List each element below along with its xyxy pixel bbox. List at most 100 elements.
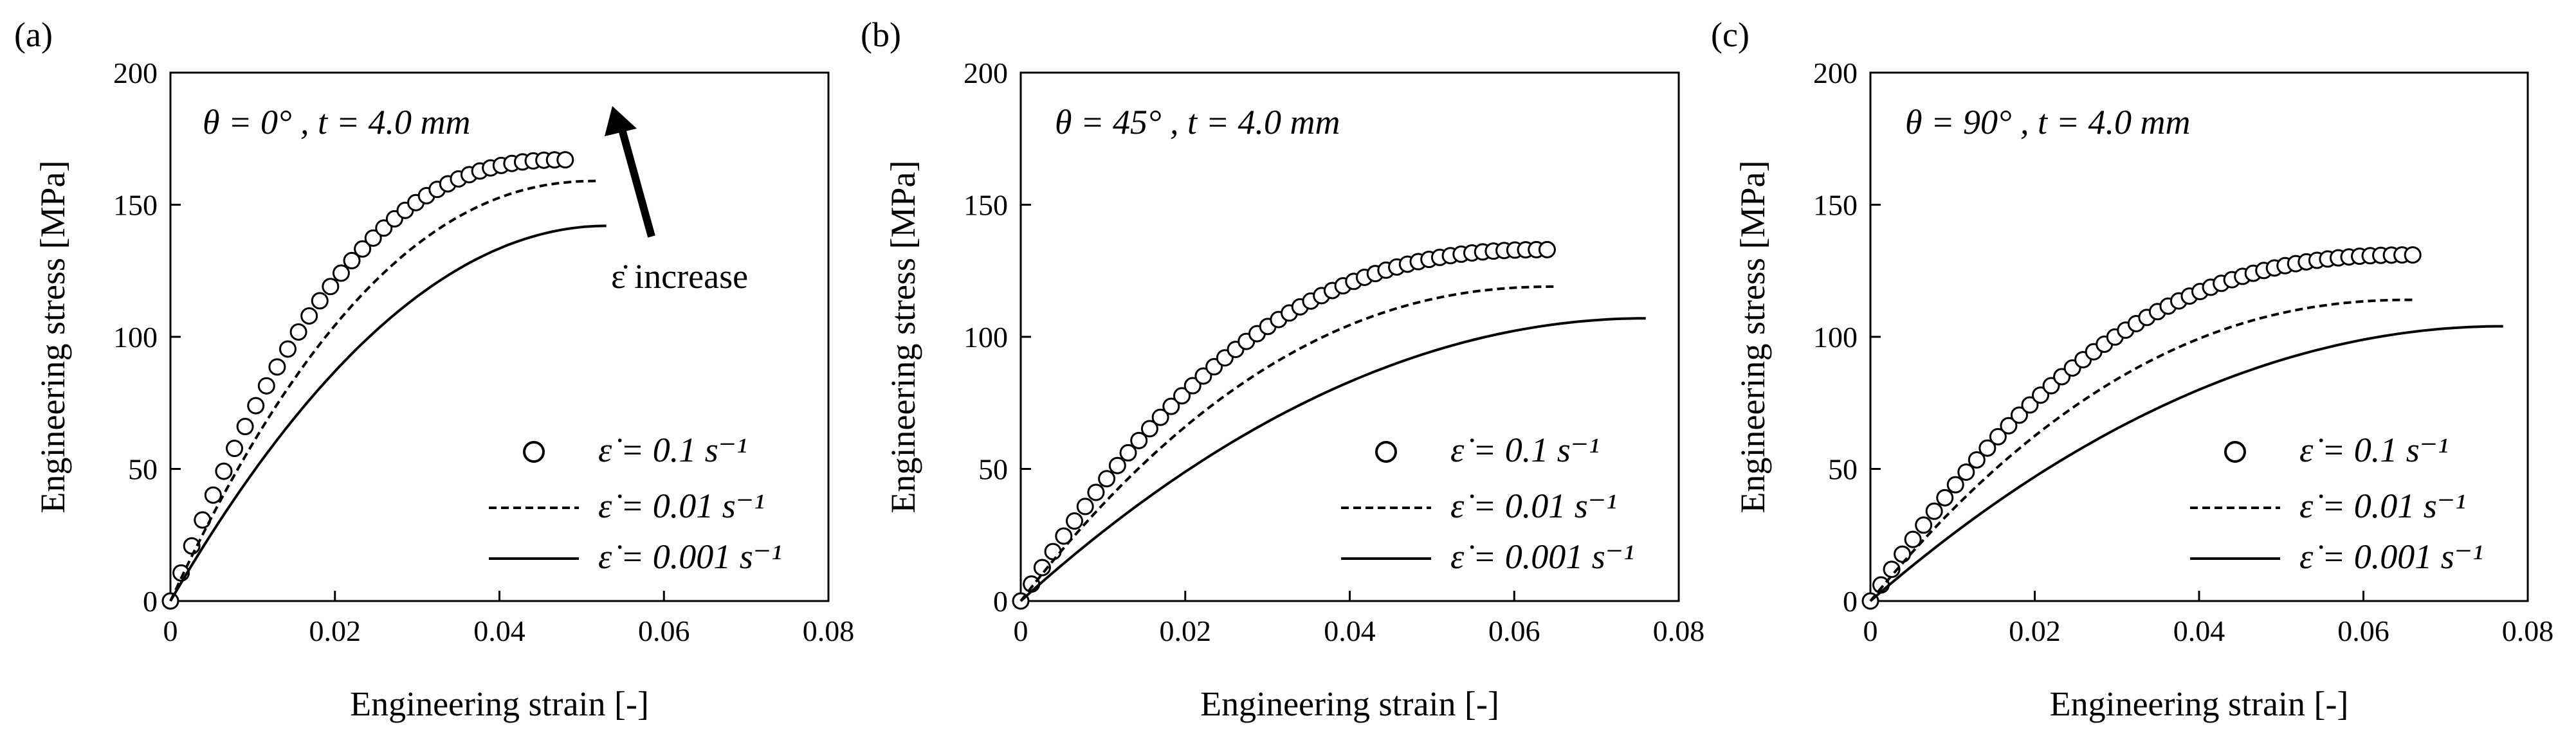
- condition-annotation: θ = 0° , t = 4.0 mm: [203, 103, 471, 141]
- x-axis-title: Engineering strain [-]: [350, 685, 649, 723]
- x-tick-label: 0.08: [803, 615, 855, 647]
- chart-panel-c: 0 50 100 150 200 0 0.02 0.04 0.06 0.08 Engineering…: [1711, 15, 2553, 723]
- y-axis-title: Engineering stress [MPa]: [884, 161, 922, 514]
- x-tick-label: 0: [1014, 615, 1028, 647]
- legend-label: ε̇ = 0.1 s⁻¹: [598, 431, 747, 469]
- y-tick-label: 200: [113, 57, 158, 89]
- legend-marker: [523, 441, 545, 463]
- x-tick-label: 0: [1863, 615, 1878, 647]
- data-point-0: [1151, 408, 1169, 426]
- series-line-1: [169, 179, 598, 602]
- data-point-0: [1925, 502, 1943, 520]
- chart-panel-a: 0 50 100 150 200 0 0.02 0.04 0.06 0.08 Engineering…: [14, 15, 854, 723]
- data-point-0: [204, 486, 222, 504]
- x-tick-label: 0.02: [309, 615, 361, 647]
- legend-label: ε̇ = 0.001 s⁻¹: [2299, 537, 2483, 576]
- data-point-0: [375, 219, 393, 237]
- series-line-2: [1869, 325, 2503, 602]
- y-tick-label: 0: [993, 585, 1008, 618]
- data-point-0: [1044, 543, 1062, 561]
- data-point-0: [1076, 498, 1094, 516]
- x-axis-title: Engineering strain [-]: [1200, 685, 1499, 723]
- y-tick-label: 0: [1843, 585, 1858, 618]
- chart-panel-b: 0 50 100 150 200 0 0.02 0.04 0.06 0.08 Engineering…: [861, 15, 1704, 723]
- legend-label: ε̇ = 0.1 s⁻¹: [2299, 431, 2448, 469]
- series-line-2: [1019, 317, 1646, 602]
- x-tick-label: 0.04: [2173, 615, 2225, 647]
- x-tick-label: 0.06: [1488, 615, 1540, 647]
- y-tick-label: 150: [964, 189, 1008, 222]
- data-point-0: [364, 229, 382, 247]
- series-line-1: [1869, 298, 2413, 602]
- data-point-0: [194, 511, 212, 529]
- data-point-0: [1173, 387, 1191, 405]
- x-tick-label: 0.06: [638, 615, 690, 647]
- data-point-0: [1968, 451, 1986, 469]
- data-point-0: [1033, 559, 1051, 577]
- data-point-0: [1183, 377, 1201, 395]
- data-point-0: [2404, 246, 2422, 264]
- condition-annotation: θ = 90° , t = 4.0 mm: [1905, 103, 2191, 141]
- data-point-0: [354, 240, 372, 258]
- y-axis-title: Engineering stress [MPa]: [1733, 161, 1772, 514]
- panel-label: (b): [861, 15, 901, 54]
- data-point-0: [1936, 489, 1954, 507]
- data-point-0: [300, 307, 318, 325]
- legend-label: ε̇ = 0.01 s⁻¹: [598, 487, 764, 525]
- y-tick-label: 150: [113, 189, 158, 222]
- data-point-0: [2021, 396, 2039, 414]
- data-point-0: [1066, 512, 1084, 530]
- increase-arrow-head: [605, 106, 637, 136]
- data-point-0: [1894, 545, 1912, 563]
- x-tick-label: 0.04: [1324, 615, 1376, 647]
- data-point-0: [322, 278, 340, 296]
- legend-label: ε̇ = 0.01 s⁻¹: [1450, 487, 1616, 525]
- data-point-0: [1055, 527, 1073, 545]
- data-point-0: [1915, 516, 1933, 534]
- data-point-0: [1130, 431, 1148, 449]
- y-tick-label: 100: [964, 321, 1008, 354]
- legend-label: ε̇ = 0.1 s⁻¹: [1450, 431, 1599, 469]
- data-point-0: [2010, 406, 2028, 424]
- data-point-0: [236, 418, 254, 436]
- x-tick-label: 0.06: [2337, 615, 2389, 647]
- x-tick-label: 0.08: [1653, 615, 1705, 647]
- y-tick-label: 50: [978, 453, 1008, 486]
- y-tick-label: 200: [1813, 57, 1858, 89]
- data-point-0: [247, 397, 265, 415]
- legend-marker: [1375, 441, 1397, 463]
- y-tick-label: 200: [964, 57, 1008, 89]
- x-tick-label: 0.04: [473, 615, 525, 647]
- x-axis-title: Engineering strain [-]: [2050, 685, 2349, 723]
- data-point-0: [215, 462, 233, 480]
- data-point-0: [556, 151, 574, 169]
- data-point-0: [1108, 456, 1126, 474]
- y-tick-label: 100: [113, 321, 158, 354]
- panel-label: (c): [1711, 15, 1749, 54]
- data-point-0: [1946, 476, 1964, 494]
- data-point-0: [1087, 483, 1105, 501]
- data-point-0: [1162, 397, 1180, 415]
- data-point-0: [1098, 470, 1116, 488]
- data-point-0: [1194, 367, 1212, 385]
- data-point-0: [2032, 386, 2050, 404]
- y-tick-label: 100: [1813, 321, 1858, 354]
- data-point-0: [2000, 417, 2018, 435]
- y-tick-label: 150: [1813, 189, 1858, 222]
- data-point-0: [1904, 530, 1922, 548]
- legend-label: ε̇ = 0.001 s⁻¹: [1450, 537, 1634, 576]
- series-line-1: [1019, 285, 1556, 602]
- y-axis-title: Engineering stress [MPa]: [33, 161, 72, 514]
- data-point-0: [279, 340, 297, 358]
- condition-annotation: θ = 45° , t = 4.0 mm: [1055, 103, 1340, 141]
- y-tick-label: 0: [143, 585, 158, 618]
- series-line-2: [169, 224, 607, 602]
- data-point-0: [1978, 439, 1996, 457]
- panel-label: (a): [14, 15, 53, 54]
- data-point-0: [343, 251, 361, 269]
- x-tick-label: 0.08: [2502, 615, 2554, 647]
- x-tick-label: 0: [163, 615, 178, 647]
- data-point-0: [1957, 463, 1975, 481]
- data-point-0: [268, 358, 286, 376]
